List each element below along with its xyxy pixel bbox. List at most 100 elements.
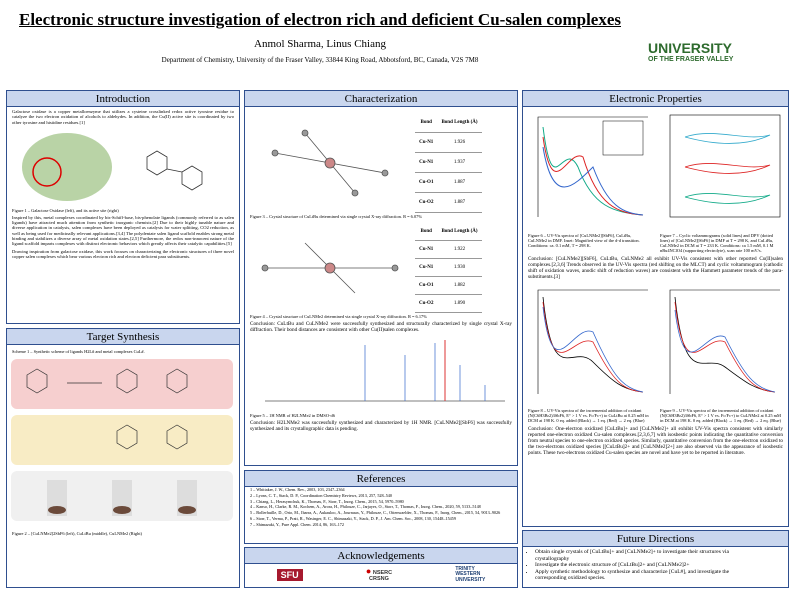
cell: Cu-O1 bbox=[415, 172, 438, 193]
affiliation: Department of Chemistry, University of t… bbox=[161, 56, 479, 64]
row: Figure 8 – UV-Vis spectra of the increme… bbox=[523, 282, 788, 424]
caption: Figure 5 – 1H NMR of H2LNMe2 in DMSO-d6 bbox=[250, 413, 335, 418]
header-cell: Bond Length (Å) bbox=[437, 113, 482, 133]
cell: Cu-O2 bbox=[415, 294, 438, 314]
cell: Cu-O1 bbox=[415, 276, 438, 295]
crystal-image bbox=[261, 242, 399, 294]
future-item: Apply synthetic methodology to synthesiz… bbox=[535, 569, 740, 582]
row: Figure 6 – UV-Vis spectra of [CuLNMe2][S… bbox=[523, 107, 788, 254]
caption: Figure 4 – Crystal structure of CuLNMe2 … bbox=[250, 314, 427, 319]
logos: SFU ● NSERC CRSNG TRINITY WESTERN UNIVERSIT… bbox=[245, 564, 517, 586]
caption: Figure 3 – Crystal structure of CuLtBu d… bbox=[250, 214, 423, 219]
heading: Characterization bbox=[245, 91, 517, 107]
references: References 1 – Whittaker, J. W., Chem. R… bbox=[244, 470, 518, 544]
heading: References bbox=[245, 471, 517, 487]
caption: Figure 8 – UV-Vis spectra of the increme… bbox=[528, 408, 649, 423]
caption: Figure 9 – UV-Vis spectra of the increme… bbox=[660, 408, 781, 423]
reference: 3 – Chiang, L., Herasymchuk, K., Thomas,… bbox=[250, 498, 404, 504]
table-row: Cu-N1 1.937 bbox=[415, 152, 482, 173]
table-row: Cu-N1 1.930 bbox=[415, 258, 482, 277]
row: Bond Bond Length (Å) Cu-N1 1.922 Cu-N1 1.930 C… bbox=[245, 223, 517, 314]
logo-text: NSERC bbox=[372, 570, 393, 576]
reference: 6 – Storr, T., Verma, P., Pratt, R., Was… bbox=[250, 515, 456, 521]
logo-text: WESTERN bbox=[455, 571, 481, 578]
conclusion: Conclusion: One-electron oxidized [CuLtB… bbox=[528, 426, 783, 456]
cell: Cu-N1 bbox=[415, 132, 438, 153]
cell: 1.930 bbox=[437, 258, 482, 277]
heading: Acknowledgements bbox=[245, 548, 517, 564]
cell: 1.937 bbox=[437, 152, 482, 173]
protein-image bbox=[22, 132, 203, 201]
reference: 4 – Kanso, H., Clarke, R. M., Kochem, A.… bbox=[250, 504, 481, 510]
table-row: Cu-O2 1.887 bbox=[415, 192, 482, 214]
caption: Scheme 1 – Synthetic scheme of ligands H… bbox=[12, 349, 145, 354]
logo-text: TRINITY bbox=[455, 565, 475, 572]
paragraph: Galactose oxidase is a copper metalloenz… bbox=[12, 109, 234, 125]
figure: Figure 8 – UV-Vis spectra of the increme… bbox=[523, 282, 655, 424]
figure: Figure 6 – UV-Vis spectra of [CuLNMe2][S… bbox=[523, 107, 655, 254]
logo: UNIVERSITY OF THE FRASER VALLEY bbox=[648, 40, 788, 63]
caption: Figure 6 – UV-Vis spectra of [CuLNMe2][S… bbox=[528, 233, 640, 248]
caption: Figure 1 – Galactose Oxidase (left), and… bbox=[12, 207, 119, 213]
table-row: Cu-O2 1.890 bbox=[415, 294, 482, 314]
header-row: Bond Bond Length (Å) bbox=[415, 113, 482, 133]
header-cell: Bond Length (Å) bbox=[437, 223, 482, 241]
cell: 1.922 bbox=[437, 240, 482, 259]
heading: Future Directions bbox=[523, 531, 788, 547]
table-row: Cu-O1 1.887 bbox=[415, 172, 482, 193]
figure bbox=[7, 127, 239, 207]
paragraph: Drawing inspiration from galactose oxida… bbox=[12, 248, 234, 259]
bond-table: Bond Bond Length (Å) Cu-N1 1.922 Cu-N1 1.930 C… bbox=[415, 223, 482, 314]
row: Bond Bond Length (Å) Cu-N1 1.926 Cu-N1 1.937 C… bbox=[245, 113, 517, 214]
titration-image bbox=[669, 289, 780, 394]
acknowledgements: Acknowledgements SFU ● NSERC CRSNG TRINIT… bbox=[244, 547, 518, 588]
logo-line: UNIVERSITY bbox=[648, 40, 733, 56]
table-row: Cu-O1 1.882 bbox=[415, 276, 482, 295]
logo: TRINITY WESTERN UNIVERSITY bbox=[455, 565, 486, 584]
future-list: Obtain single crystals of [CuLtBu]+ and … bbox=[535, 549, 740, 582]
conclusion: Conclusion: H2LNMe2 was successfully syn… bbox=[250, 420, 512, 432]
logo-text: UNIVERSITY bbox=[455, 576, 486, 583]
cell: 1.882 bbox=[437, 276, 482, 295]
electronic-properties: Electronic Properties Figure 6 – UV-Vis … bbox=[522, 90, 789, 527]
cell: 1.887 bbox=[437, 192, 482, 214]
conclusion: Conclusion: [CuLNMe2][SbF6], CuLtBu, CuL… bbox=[528, 256, 783, 280]
nmr-spectrum bbox=[265, 340, 505, 402]
scheme bbox=[11, 359, 233, 521]
header-cell: Bond bbox=[415, 223, 438, 241]
caption: Figure 7 – Cyclic voltammograms (solid l… bbox=[660, 233, 774, 253]
authors: Anmol Sharma, Linus Chiang bbox=[254, 38, 386, 50]
logo: ● NSERC CRSNG bbox=[365, 566, 393, 583]
characterization: Characterization Bond Bond Length (Å) Cu-N… bbox=[244, 90, 518, 466]
paragraph: Inspired by this, metal complexes coordi… bbox=[12, 214, 234, 247]
future-directions: Future Directions Obtain single crystals… bbox=[522, 530, 789, 588]
logo-line: OF THE FRASER VALLEY bbox=[648, 56, 734, 63]
figure: Figure 9 – UV-Vis spectra of the increme… bbox=[655, 282, 787, 424]
header-cell: Bond bbox=[415, 113, 438, 133]
conclusion: Conclusion: CuLtBu and CuLNMe2 were succ… bbox=[250, 321, 512, 333]
reference: 7 – Shimazaki, Y., Pure Appl. Chem. 2014… bbox=[250, 521, 344, 527]
cell: Cu-O2 bbox=[415, 192, 438, 214]
cell: Cu-N1 bbox=[415, 240, 438, 259]
heading: Target Synthesis bbox=[7, 329, 239, 345]
cell: Cu-N1 bbox=[415, 152, 438, 173]
logo-text: CRSNG bbox=[369, 576, 389, 582]
uvvis-image bbox=[537, 116, 648, 217]
reference: 5 – Bollerhuille, D., Orio, M., Ibarra, … bbox=[250, 510, 501, 516]
cv-image bbox=[669, 114, 781, 218]
title: Electronic structure investigation of el… bbox=[19, 10, 621, 29]
future-item: Obtain single crystals of [CuLtBu]+ and … bbox=[535, 549, 740, 562]
cell: 1.890 bbox=[437, 294, 482, 314]
table-row: Cu-N1 1.926 bbox=[415, 132, 482, 153]
crystal-image bbox=[271, 129, 389, 197]
titration-image bbox=[537, 289, 648, 394]
logo: SFU bbox=[276, 569, 303, 581]
cell: Cu-N1 bbox=[415, 258, 438, 277]
synthesis: Target Synthesis Scheme 1 – Synthetic sc… bbox=[6, 328, 240, 588]
introduction: Introduction Galactose oxidase is a copp… bbox=[6, 90, 240, 324]
reference-list: 1 – Whittaker, J. W., Chem. Rev., 2003, … bbox=[245, 487, 517, 528]
header-row: Bond Bond Length (Å) bbox=[415, 223, 482, 241]
bond-table: Bond Bond Length (Å) Cu-N1 1.926 Cu-N1 1.937 C… bbox=[415, 113, 482, 214]
heading: Electronic Properties bbox=[523, 91, 788, 107]
